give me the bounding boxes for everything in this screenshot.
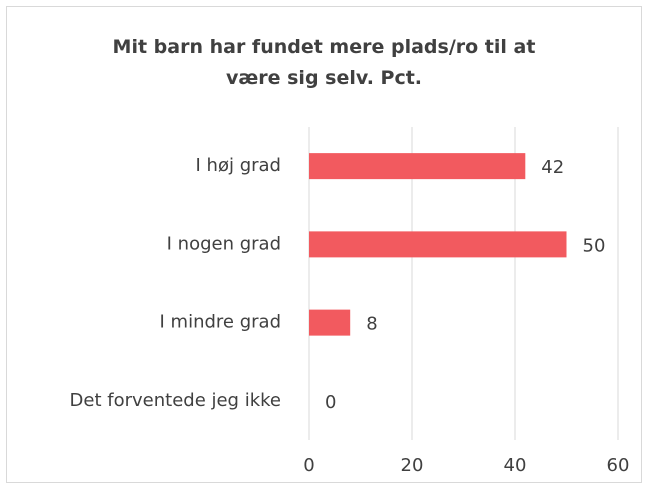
bar xyxy=(309,153,526,180)
bar xyxy=(309,231,567,258)
data-label: 8 xyxy=(366,314,377,335)
data-label: 42 xyxy=(541,157,564,178)
bar xyxy=(309,309,351,336)
y-tick-label: I mindre grad xyxy=(160,312,281,333)
y-tick-label: I høj grad xyxy=(196,155,281,176)
chart-title: Mit barn har fundet mere plads/ro til at… xyxy=(112,36,536,89)
x-tick-label: 20 xyxy=(401,455,424,476)
y-tick-label: Det forventede jeg ikke xyxy=(70,390,281,411)
data-label: 0 xyxy=(325,392,336,413)
data-label: 50 xyxy=(583,235,606,256)
x-tick-label: 60 xyxy=(607,455,630,476)
y-tick-label: I nogen grad xyxy=(167,233,281,254)
x-tick-label: 0 xyxy=(303,455,314,476)
x-tick-label: 40 xyxy=(504,455,527,476)
